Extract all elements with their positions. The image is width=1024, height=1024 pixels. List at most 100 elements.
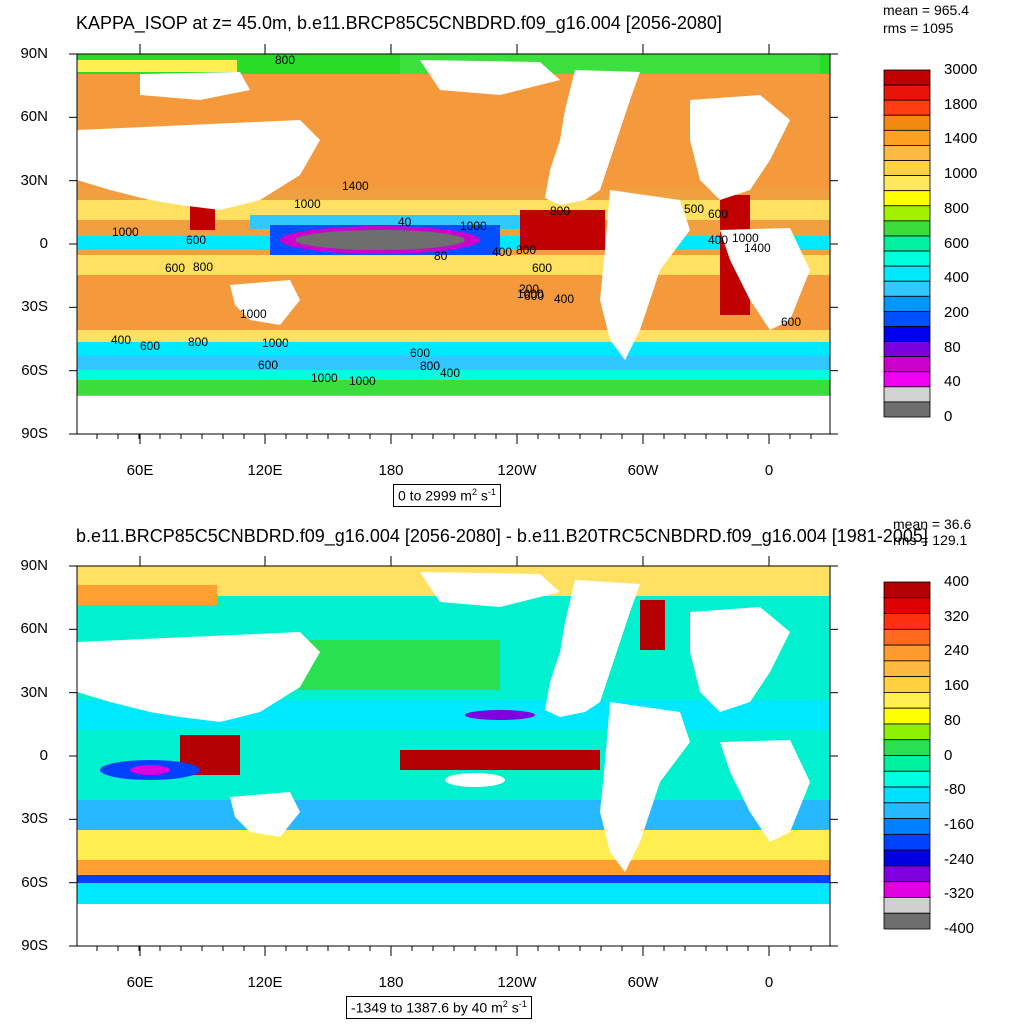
- colorbar-swatch: [883, 597, 931, 614]
- colorbar-label: 1800: [944, 95, 978, 113]
- lon-label: 60W: [627, 462, 659, 479]
- contour-label: 1000: [732, 231, 759, 245]
- contour-label: 1400: [342, 179, 369, 193]
- contour-label: 600: [186, 233, 206, 247]
- contour-label: 1000: [349, 374, 376, 388]
- lat-label: 60S: [21, 361, 48, 379]
- contour-label: 500: [684, 202, 704, 216]
- colorbar-swatch: [883, 849, 931, 867]
- lon-label: 120E: [247, 974, 283, 991]
- contour-label: 800: [193, 260, 213, 274]
- contour-label: 600: [140, 339, 160, 353]
- colorbar-swatch: [883, 897, 931, 914]
- lat-label: 30S: [21, 298, 48, 316]
- colorbar-swatch: [883, 912, 931, 930]
- contour-label: 800: [420, 359, 440, 373]
- colorbar-label: 0: [944, 746, 953, 764]
- lat-label: 60N: [20, 620, 48, 638]
- colorbar-label: -160: [944, 815, 975, 833]
- lat-label: 90N: [20, 45, 48, 62]
- contour-label: 400: [492, 245, 512, 259]
- colorbar-label: 80: [944, 711, 961, 729]
- colorbar-swatch: [883, 755, 931, 772]
- lat-label: 30S: [21, 810, 48, 828]
- panel1-units-exp2: -1: [487, 487, 496, 497]
- lat-label: 30N: [20, 171, 48, 189]
- colorbar-label: -320: [944, 885, 975, 903]
- colorbar-label: 0: [944, 408, 953, 425]
- contour-label: 400: [554, 292, 574, 306]
- panel1-units-exp1: 2: [471, 487, 477, 497]
- contour-label: 400: [440, 366, 460, 380]
- colorbar-label: 200: [944, 303, 970, 321]
- colorbar-label: 400: [944, 573, 970, 590]
- colorbar-swatch: [883, 786, 931, 804]
- contour-label: 400: [708, 233, 728, 247]
- colorbar-swatch: [883, 628, 931, 646]
- colorbar-swatch: [883, 707, 931, 725]
- lat-label: 90N: [20, 557, 48, 574]
- colorbar-label: 1400: [944, 130, 978, 148]
- lat-label: 60S: [21, 873, 48, 891]
- lon-label: 120E: [247, 462, 283, 479]
- panel2-units-m: m: [491, 999, 503, 1016]
- colorbar-label: 800: [944, 199, 970, 217]
- contour-label: 400: [111, 333, 131, 347]
- contour-label: 1000: [240, 307, 267, 321]
- panel1-title: KAPPA_ISOP at z= 45.0m, b.e11.BRCP85C5CN…: [76, 13, 722, 33]
- contour-label: 1000: [460, 219, 487, 233]
- contour-label: 600: [410, 346, 430, 360]
- lon-label: 60E: [126, 974, 154, 991]
- lat-label: 90S: [21, 937, 48, 954]
- contour-label: 600: [258, 358, 278, 372]
- panel1-units-m: m: [460, 487, 472, 504]
- colorbar-swatch: [883, 401, 931, 418]
- colorbar-label: -240: [944, 850, 975, 868]
- panel2-rms: rms = 129.1: [893, 532, 968, 548]
- colorbar-swatch: [883, 581, 931, 599]
- contour-label: 1000: [311, 371, 338, 385]
- colorbar-swatch: [883, 644, 931, 662]
- lat-label: 0: [39, 235, 48, 252]
- colorbar-swatch: [883, 660, 931, 678]
- colorbar-swatch: [883, 613, 931, 630]
- contour-label: 600: [708, 207, 728, 221]
- panel1-range-text: 0 to 2999: [398, 487, 457, 504]
- contour-label: 800: [188, 335, 208, 349]
- colorbar-label: 40: [944, 373, 961, 391]
- colorbar-swatch: [883, 739, 931, 756]
- colorbar-label: 600: [944, 234, 970, 252]
- panel2-units-s: s: [511, 999, 519, 1016]
- panel1-axis-ticks: [69, 44, 838, 444]
- contour-label: 200: [519, 282, 539, 296]
- colorbar-swatch: [883, 802, 931, 819]
- colorbar-label: 1000: [944, 165, 978, 183]
- lon-label: 60E: [126, 462, 154, 479]
- lat-label: 60N: [20, 108, 48, 126]
- colorbar-swatch: [883, 818, 931, 835]
- lat-label: 90S: [21, 425, 48, 442]
- colorbar-label: 320: [944, 607, 970, 625]
- panel2-range-box: -1349 to 1387.6 by 40 m2 s-1: [346, 996, 532, 1019]
- lat-label: 30N: [20, 683, 48, 701]
- panel2-range-text: -1349 to 1387.6 by 40: [351, 999, 488, 1016]
- lon-label: 120W: [497, 462, 537, 479]
- contour-label: 1400: [744, 241, 771, 255]
- contour-label: 600: [781, 315, 801, 329]
- colorbar-swatch: [883, 881, 931, 898]
- panel1-rms: rms = 1095: [883, 20, 954, 36]
- colorbar-label: 400: [944, 269, 970, 287]
- colorbar-swatch: [883, 865, 931, 883]
- colorbar-label: 160: [944, 677, 970, 695]
- lon-label: 60W: [627, 974, 659, 991]
- colorbar-swatch: [883, 676, 931, 693]
- contour-label: 1000: [262, 336, 289, 350]
- colorbar-swatch: [883, 692, 931, 709]
- lon-label: 0: [764, 462, 774, 479]
- panel2-units-exp2: -1: [518, 999, 527, 1009]
- contour-label: 40: [398, 215, 412, 229]
